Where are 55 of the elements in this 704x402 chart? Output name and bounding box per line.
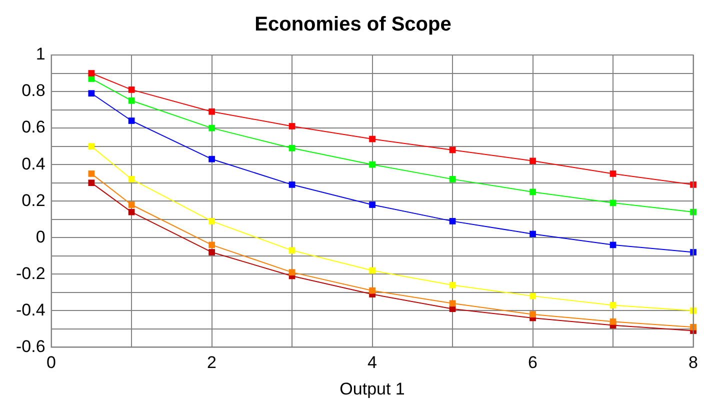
point — [610, 302, 616, 308]
point — [208, 108, 215, 115]
point — [288, 123, 296, 130]
x-tick-label: 6 — [528, 353, 538, 372]
point — [288, 269, 296, 276]
point — [610, 318, 616, 325]
point — [610, 242, 616, 248]
point — [530, 188, 536, 196]
point — [369, 136, 376, 142]
point — [530, 230, 536, 238]
point — [369, 202, 376, 208]
point — [88, 70, 95, 76]
point — [208, 124, 215, 132]
point — [88, 170, 95, 177]
chart-title: Economies of Scope — [254, 14, 452, 36]
y-tick-label: -0.6 — [16, 336, 46, 356]
point — [369, 287, 376, 294]
point — [449, 218, 456, 224]
point — [208, 249, 215, 256]
point — [128, 118, 135, 124]
y-tick-label: 0.8 — [22, 81, 46, 100]
point — [449, 282, 456, 288]
y-tick-label: -0.4 — [16, 300, 46, 320]
point — [288, 144, 296, 152]
point — [128, 86, 135, 93]
y-tick-label: 1 — [36, 44, 46, 64]
y-tick-label: -0.2 — [16, 264, 46, 283]
point — [88, 143, 95, 150]
point — [208, 156, 215, 162]
point — [208, 242, 215, 248]
point — [610, 170, 616, 177]
point — [369, 267, 376, 274]
y-tick-label: 0.6 — [22, 118, 46, 137]
x-axis-title: Output 1 — [340, 379, 405, 398]
x-tick-label: 8 — [688, 353, 698, 372]
point — [610, 200, 616, 206]
point — [128, 176, 135, 182]
point — [530, 158, 536, 164]
point — [208, 218, 215, 224]
x-tick-label: 4 — [368, 353, 378, 372]
y-tick-label: 0.4 — [22, 154, 46, 174]
point — [449, 176, 456, 182]
point — [288, 181, 296, 188]
point — [369, 161, 376, 168]
x-tick-label: 2 — [207, 353, 217, 372]
y-tick-label: 0 — [36, 227, 46, 246]
point — [88, 180, 95, 186]
point — [288, 247, 296, 254]
point — [128, 202, 135, 208]
point — [530, 311, 536, 318]
point — [88, 90, 95, 97]
point — [449, 300, 456, 307]
point — [128, 97, 135, 104]
point — [530, 292, 536, 300]
y-tick-label: 0.2 — [22, 190, 46, 210]
